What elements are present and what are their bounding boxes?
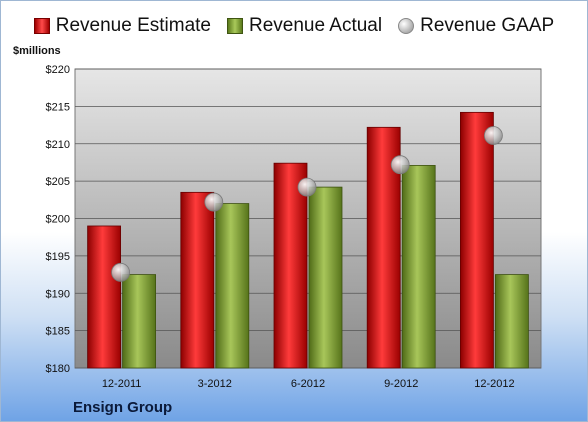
legend-swatch-estimate (33, 18, 50, 34)
legend-swatch-actual (227, 18, 243, 34)
x-tick-label: 12-2012 (474, 378, 514, 390)
bar-revenue-actual (215, 203, 250, 369)
x-tick-label: 6-2012 (291, 378, 325, 390)
y-tick-label: $220 (46, 64, 70, 76)
x-tick-label: 9-2012 (384, 378, 418, 390)
legend-swatch-gaap (398, 18, 415, 34)
y-tick-label: $195 (46, 251, 70, 263)
bar-revenue-estimate (87, 225, 121, 369)
bar-revenue-estimate (459, 111, 494, 369)
legend-label-gaap: Revenue GAAP (420, 15, 555, 36)
legend-item-gaap: Revenue GAAP (398, 15, 554, 37)
bar-revenue-actual (494, 274, 529, 369)
bar-revenue-estimate (273, 162, 308, 369)
company-name: Ensign Group (73, 399, 173, 416)
y-tick-label: $185 (46, 326, 70, 338)
y-tick-label: $180 (46, 363, 70, 375)
y-axis-label: $millions (13, 45, 61, 57)
bar-revenue-estimate (180, 191, 215, 369)
legend-label-estimate: Revenue Estimate (55, 15, 211, 36)
legend-item-estimate: Revenue Estimate (33, 15, 211, 37)
legend-label-actual: Revenue Actual (249, 15, 383, 36)
point-revenue-gaap (204, 192, 224, 212)
bar-revenue-actual (308, 186, 343, 369)
y-tick-label: $205 (46, 176, 70, 188)
point-revenue-gaap (297, 177, 317, 197)
y-tick-label: $215 (46, 101, 70, 113)
y-tick-label: $200 (46, 214, 70, 226)
y-tick-label: $210 (46, 139, 70, 151)
x-tick-label: 12-2011 (102, 378, 142, 390)
point-revenue-gaap (390, 155, 410, 175)
y-tick-label: $190 (46, 288, 70, 300)
bar-revenue-actual (401, 165, 436, 369)
point-revenue-gaap (111, 262, 130, 282)
legend-item-actual: Revenue Actual (227, 15, 382, 37)
legend: Revenue Estimate Revenue Actual Revenue … (1, 11, 587, 41)
x-tick-label: 3-2012 (198, 378, 232, 390)
bar-revenue-actual (122, 274, 156, 369)
point-revenue-gaap (483, 126, 503, 145)
